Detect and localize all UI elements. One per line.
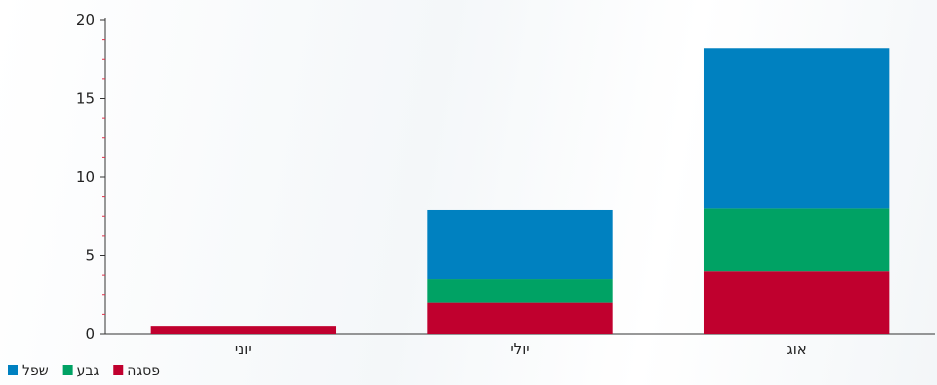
legend-swatch (8, 365, 18, 375)
x-tick-label: אוג (787, 340, 807, 358)
legend-label: שפל (22, 363, 49, 379)
bars (150, 48, 890, 334)
legend-label: גבע (77, 363, 100, 379)
legend: שפל גבע פסגה (8, 363, 160, 379)
x-axis: יוני יולי אוג (105, 333, 935, 358)
legend-swatch (62, 365, 73, 375)
bar-segment (703, 48, 890, 209)
legend-label: פסגה (127, 363, 160, 379)
x-tick-label: יולי (510, 340, 529, 358)
y-tick-label: 15 (76, 90, 95, 108)
bar-segment (150, 326, 337, 334)
bar-segment (427, 209, 613, 280)
legend-swatch (113, 365, 124, 375)
y-axis: 0 5 10 15 20 (76, 11, 106, 343)
y-tick-label: 20 (76, 11, 95, 29)
bar-segment (427, 302, 613, 334)
bar-segment (703, 208, 890, 272)
bar-segment (427, 279, 613, 303)
y-tick-label: 0 (85, 325, 95, 343)
bar-segment (703, 271, 890, 334)
y-tick-label: 10 (76, 168, 95, 186)
x-tick-label: יוני (235, 340, 252, 358)
y-tick-label: 5 (85, 247, 95, 265)
